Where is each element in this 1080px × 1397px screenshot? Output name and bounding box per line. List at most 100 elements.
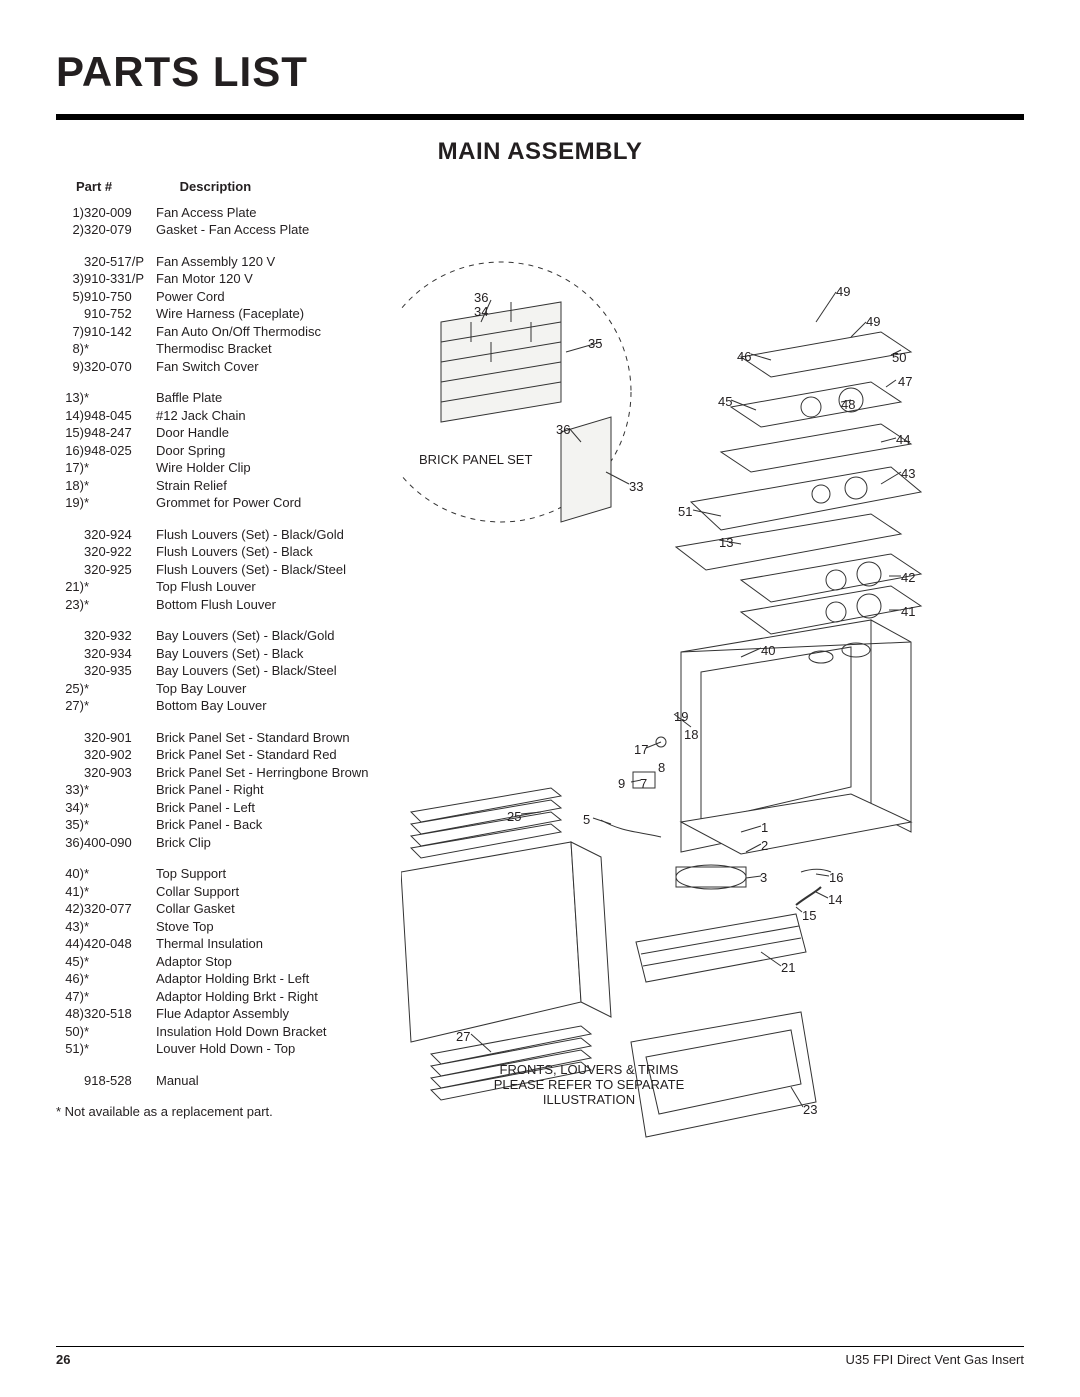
callout-number: 21: [781, 960, 795, 975]
cell-description: Brick Clip: [156, 834, 368, 852]
callout-number: 34: [474, 304, 488, 319]
cell-description: Door Spring: [156, 442, 368, 460]
cell-description: Bottom Flush Louver: [156, 596, 368, 614]
cell-partnum: 320-935: [84, 662, 156, 680]
cell-partnum: *: [84, 883, 156, 901]
cell-partnum: 320-079: [84, 221, 156, 239]
table-row: 35)*Brick Panel - Back: [56, 816, 368, 834]
callout-number: 36: [556, 422, 570, 437]
table-row: 23)*Bottom Flush Louver: [56, 596, 368, 614]
table-row: 5)910-750Power Cord: [56, 288, 368, 306]
table-row: 27)*Bottom Bay Louver: [56, 697, 368, 715]
cell-index: [56, 253, 84, 271]
table-header: Part # Description: [56, 178, 401, 196]
header-partnum: Part #: [56, 178, 176, 196]
cell-index: 45): [56, 953, 84, 971]
cell-partnum: 420-048: [84, 935, 156, 953]
cell-index: 5): [56, 288, 84, 306]
cell-index: [56, 526, 84, 544]
cell-partnum: 910-750: [84, 288, 156, 306]
footer: 26 U35 FPI Direct Vent Gas Insert: [56, 1346, 1024, 1367]
cell-description: Door Handle: [156, 424, 368, 442]
table-row: 8)*Thermodisc Bracket: [56, 340, 368, 358]
cell-partnum: *: [84, 816, 156, 834]
cell-description: Brick Panel Set - Standard Brown: [156, 729, 368, 747]
table-row: 320-901Brick Panel Set - Standard Brown: [56, 729, 368, 747]
cell-description: Brick Panel Set - Herringbone Brown: [156, 764, 368, 782]
table-row: 7)910-142Fan Auto On/Off Thermodisc: [56, 323, 368, 341]
cell-description: Adaptor Stop: [156, 953, 368, 971]
doc-title: U35 FPI Direct Vent Gas Insert: [846, 1352, 1024, 1367]
cell-partnum: 320-932: [84, 627, 156, 645]
cell-description: Wire Holder Clip: [156, 459, 368, 477]
cell-description: Bay Louvers (Set) - Black/Steel: [156, 662, 368, 680]
cell-index: [56, 746, 84, 764]
cell-partnum: *: [84, 697, 156, 715]
cell-description: Gasket - Fan Access Plate: [156, 221, 368, 239]
title-rule: [56, 114, 1024, 120]
table-row: 1)320-009Fan Access Plate: [56, 204, 368, 222]
table-row: 51)*Louver Hold Down - Top: [56, 1040, 368, 1058]
cell-index: 8): [56, 340, 84, 358]
table-row: 320-934Bay Louvers (Set) - Black: [56, 645, 368, 663]
cell-index: 25): [56, 680, 84, 698]
table-row: 19)*Grommet for Power Cord: [56, 494, 368, 512]
cell-description: Stove Top: [156, 918, 368, 936]
table-row: 320-922Flush Louvers (Set) - Black: [56, 543, 368, 561]
assembly-diagram: [401, 172, 971, 1172]
cell-index: 14): [56, 407, 84, 425]
cell-index: 46): [56, 970, 84, 988]
label-fronts-line3: ILLUSTRATION: [479, 1092, 699, 1107]
cell-index: 34): [56, 799, 84, 817]
table-row: 40)*Top Support: [56, 865, 368, 883]
cell-partnum: 320-922: [84, 543, 156, 561]
cell-description: Top Bay Louver: [156, 680, 368, 698]
cell-index: 33): [56, 781, 84, 799]
cell-partnum: *: [84, 781, 156, 799]
table-row: [56, 375, 368, 389]
cell-index: 19): [56, 494, 84, 512]
callout-number: 36: [474, 290, 488, 305]
cell-description: Louver Hold Down - Top: [156, 1040, 368, 1058]
table-row: 43)*Stove Top: [56, 918, 368, 936]
callout-number: 41: [901, 604, 915, 619]
table-row: 45)*Adaptor Stop: [56, 953, 368, 971]
cell-partnum: 320-517/P: [84, 253, 156, 271]
table-row: 17)*Wire Holder Clip: [56, 459, 368, 477]
callout-number: 33: [629, 479, 643, 494]
cell-partnum: *: [84, 340, 156, 358]
label-brick-panel-set: BRICK PANEL SET: [419, 452, 532, 467]
cell-index: [56, 764, 84, 782]
cell-description: Thermodisc Bracket: [156, 340, 368, 358]
cell-description: Power Cord: [156, 288, 368, 306]
cell-description: Brick Panel - Right: [156, 781, 368, 799]
callout-number: 9: [618, 776, 625, 791]
table-row: 33)*Brick Panel - Right: [56, 781, 368, 799]
cell-index: 2): [56, 221, 84, 239]
callout-number: 40: [761, 643, 775, 658]
cell-partnum: 320-009: [84, 204, 156, 222]
cell-partnum: 320-902: [84, 746, 156, 764]
cell-description: Fan Assembly 120 V: [156, 253, 368, 271]
cell-partnum: *: [84, 578, 156, 596]
cell-index: 50): [56, 1023, 84, 1041]
cell-partnum: 320-924: [84, 526, 156, 544]
diagram-area: BRICK PANEL SET FRONTS, LOUVERS & TRIMS …: [401, 172, 1024, 1182]
cell-index: 23): [56, 596, 84, 614]
cell-description: Flue Adaptor Assembly: [156, 1005, 368, 1023]
cell-description: Fan Access Plate: [156, 204, 368, 222]
callout-number: 18: [684, 727, 698, 742]
cell-partnum: *: [84, 953, 156, 971]
callout-number: 2: [761, 838, 768, 853]
cell-description: Brick Panel - Left: [156, 799, 368, 817]
callout-number: 14: [828, 892, 842, 907]
cell-partnum: *: [84, 1040, 156, 1058]
cell-description: Brick Panel - Back: [156, 816, 368, 834]
parts-column: Part # Description 1)320-009Fan Access P…: [56, 172, 401, 1121]
header-description: Description: [180, 179, 252, 194]
cell-index: 42): [56, 900, 84, 918]
cell-partnum: 320-070: [84, 358, 156, 376]
callout-number: 15: [802, 908, 816, 923]
cell-index: 41): [56, 883, 84, 901]
cell-index: 36): [56, 834, 84, 852]
